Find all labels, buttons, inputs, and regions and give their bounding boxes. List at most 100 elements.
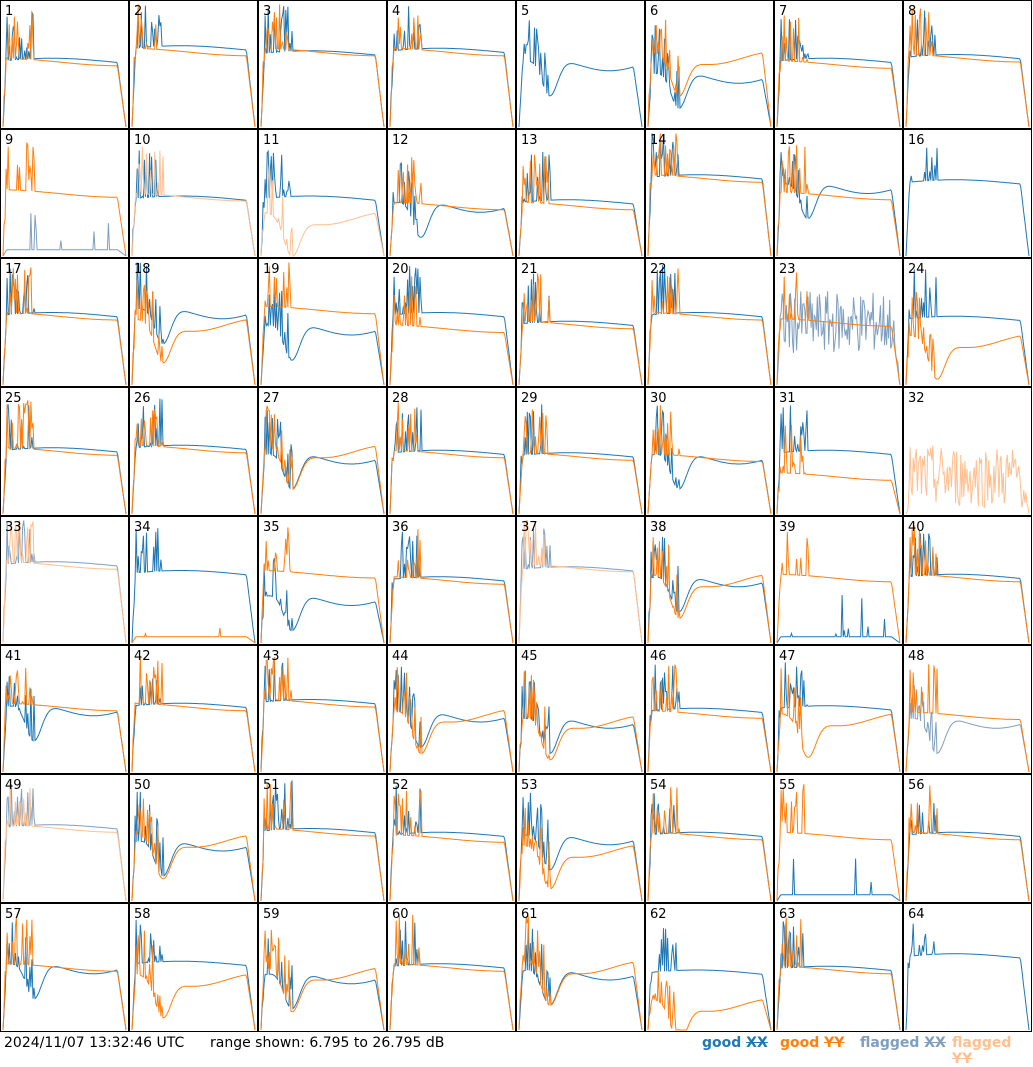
panel-57: 57 <box>0 903 129 1032</box>
panel-label: 2 <box>134 4 142 19</box>
panel-label: 32 <box>908 391 925 406</box>
panel-frame <box>516 774 645 903</box>
series-xx-7 <box>776 19 901 128</box>
series-yy-56 <box>905 785 1030 902</box>
panel-label: 64 <box>908 907 925 922</box>
panel-frame <box>774 0 903 129</box>
panel-8: 8 <box>903 0 1032 129</box>
series-xx-40 <box>905 533 1030 644</box>
panel-label: 33 <box>5 520 22 535</box>
panel-58: 58 <box>129 903 258 1032</box>
series-yy-7 <box>776 15 901 128</box>
series-xx-15 <box>776 152 901 257</box>
series-yy-31 <box>776 424 901 515</box>
series-yy-44 <box>389 667 514 773</box>
panel-label: 11 <box>263 133 280 148</box>
series-yy-34 <box>131 627 256 644</box>
series-yy-42 <box>131 656 256 773</box>
series-yy-52 <box>389 790 514 902</box>
panel-23: 23 <box>774 258 903 387</box>
panel-39: 39 <box>774 516 903 645</box>
panel-46: 46 <box>645 645 774 774</box>
series-yy-1 <box>2 11 127 128</box>
series-xx-14 <box>647 133 772 257</box>
series-xx-39 <box>776 594 901 644</box>
panel-frame <box>645 258 774 387</box>
legend-pol: YY <box>824 1035 845 1051</box>
panel-frame <box>516 387 645 516</box>
panel-label: 14 <box>650 133 667 148</box>
panel-label: 6 <box>650 4 658 19</box>
panel-label: 27 <box>263 391 280 406</box>
series-yy-21 <box>518 273 643 386</box>
panel-frame <box>387 258 516 387</box>
panel-14: 14 <box>645 129 774 258</box>
panel-60: 60 <box>387 903 516 1032</box>
panel-9: 9 <box>0 129 129 258</box>
series-yy-6 <box>647 19 772 128</box>
series-xx-62 <box>647 928 772 1031</box>
panel-label: 24 <box>908 262 925 277</box>
panel-31: 31 <box>774 387 903 516</box>
series-xx-45 <box>518 670 643 773</box>
panel-50: 50 <box>129 774 258 903</box>
series-xx-3 <box>260 6 385 128</box>
legend-word: flagged <box>860 1035 920 1051</box>
series-xx-16 <box>905 147 1030 257</box>
panel-label: 13 <box>521 133 538 148</box>
series-xx-17 <box>2 268 127 386</box>
panel-label: 44 <box>392 649 409 664</box>
series-xx-25 <box>2 404 127 515</box>
series-xx-51 <box>260 780 385 902</box>
panel-54: 54 <box>645 774 774 903</box>
series-yy-49 <box>2 783 127 902</box>
series-yy-17 <box>2 267 127 386</box>
legend-word: good <box>702 1035 742 1051</box>
panel-59: 59 <box>258 903 387 1032</box>
series-xx-10 <box>131 150 256 257</box>
series-yy-8 <box>905 8 1030 128</box>
series-yy-53 <box>518 807 643 902</box>
series-yy-35 <box>260 527 385 644</box>
panel-label: 34 <box>134 520 151 535</box>
panel-label: 8 <box>908 4 916 19</box>
panel-49: 49 <box>0 774 129 903</box>
series-yy-20 <box>389 276 514 386</box>
panel-label: 45 <box>521 649 538 664</box>
panel-label: 21 <box>521 262 538 277</box>
series-xx-19 <box>260 290 385 386</box>
panel-48: 48 <box>903 645 1032 774</box>
panel-label: 58 <box>134 907 151 922</box>
panel-25: 25 <box>0 387 129 516</box>
series-yy-27 <box>260 405 385 515</box>
panel-label: 38 <box>650 520 667 535</box>
panel-52: 52 <box>387 774 516 903</box>
panel-label: 57 <box>5 907 22 922</box>
panel-label: 60 <box>392 907 409 922</box>
series-yy-47 <box>776 668 901 773</box>
series-yy-39 <box>776 531 901 644</box>
panel-label: 61 <box>521 907 538 922</box>
series-yy-40 <box>905 525 1030 644</box>
series-yy-32 <box>905 445 1030 515</box>
panel-frame <box>774 129 903 258</box>
panel-27: 27 <box>258 387 387 516</box>
panel-frame <box>903 645 1032 774</box>
panel-24: 24 <box>903 258 1032 387</box>
panel-51: 51 <box>258 774 387 903</box>
panel-frame <box>129 516 258 645</box>
panel-10: 10 <box>129 129 258 258</box>
series-yy-60 <box>389 914 514 1031</box>
panel-frame <box>387 387 516 516</box>
panel-frame <box>903 258 1032 387</box>
panel-frame <box>774 387 903 516</box>
panel-label: 16 <box>908 133 925 148</box>
series-yy-36 <box>389 529 514 644</box>
timestamp: 2024/11/07 13:32:46 UTC <box>4 1035 185 1051</box>
series-yy-33 <box>2 520 127 644</box>
series-yy-59 <box>260 929 385 1031</box>
legend-flagged-xx: flagged XX <box>860 1035 946 1051</box>
legend-good-xx: good XX <box>702 1035 768 1051</box>
panel-36: 36 <box>387 516 516 645</box>
